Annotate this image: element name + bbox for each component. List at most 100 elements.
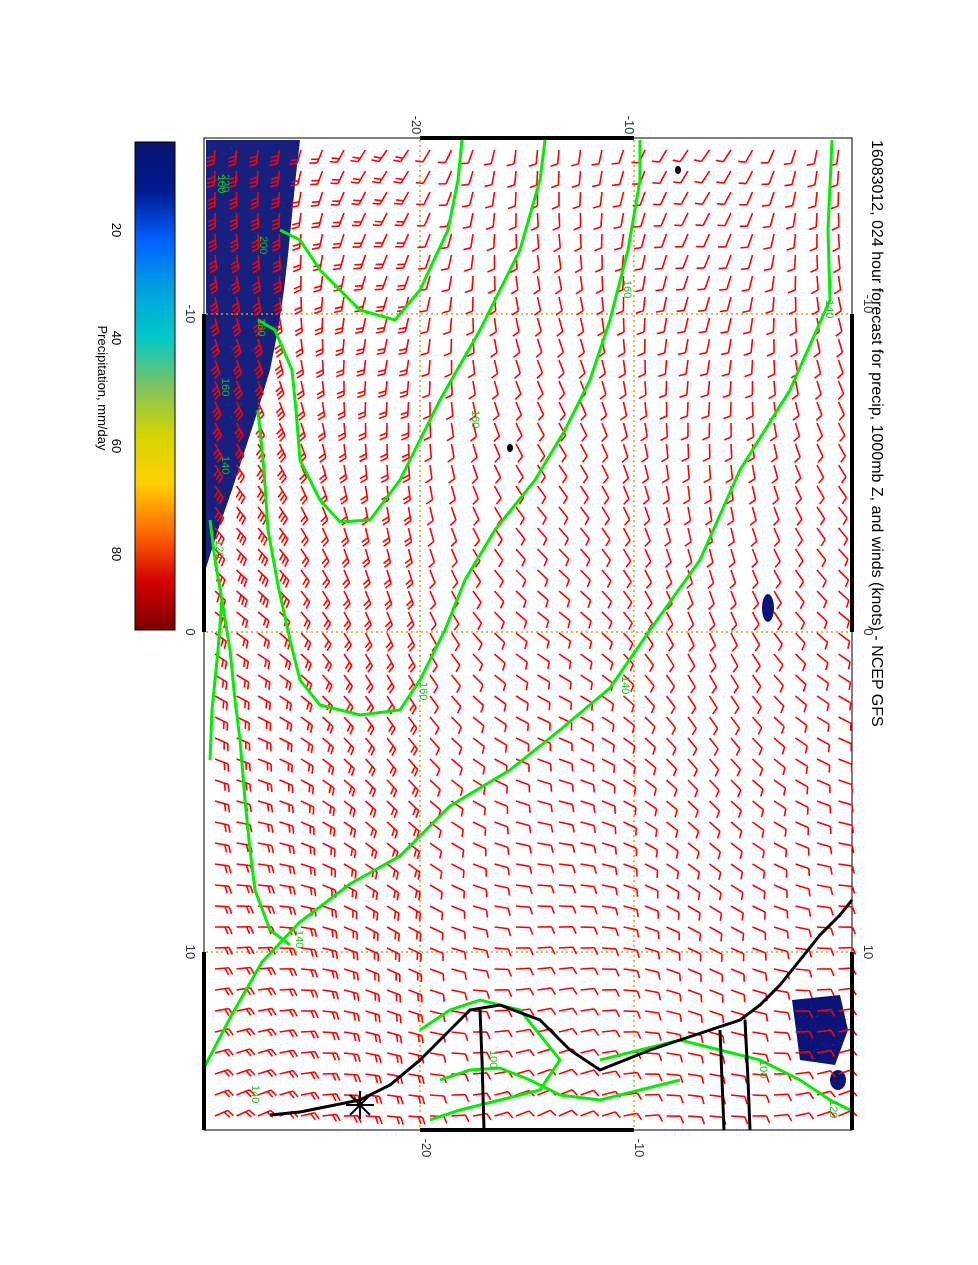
wind-barb-feather (567, 620, 571, 629)
wind-barb-shaft (666, 905, 680, 914)
wind-barb (601, 695, 615, 712)
wind-barb-shaft (708, 569, 715, 584)
wind-barb-feather (223, 783, 226, 791)
wind-barb (816, 632, 829, 650)
wind-barb-feather (550, 1007, 557, 1016)
wind-barb-feather (641, 457, 649, 463)
wind-barb-feather (278, 532, 284, 540)
wind-barb-feather (658, 1114, 664, 1122)
wind-barb-shaft (730, 527, 736, 542)
wind-barb-feather (439, 871, 443, 880)
wind-barb-feather (311, 200, 320, 204)
wind-barb-feather (678, 373, 687, 377)
wind-barb (623, 737, 636, 754)
wind-barb-shaft (752, 926, 766, 934)
wind-barb-shaft (449, 317, 453, 333)
wind-barb (730, 884, 744, 901)
wind-barb-feather (769, 436, 777, 442)
wind-barb-shaft (623, 863, 637, 870)
wind-barb (622, 590, 633, 610)
wind-barb-feather (274, 310, 282, 316)
wind-barb (300, 737, 314, 754)
wind-barb (472, 632, 483, 651)
wind-barb-feather (615, 1070, 621, 1078)
wind-barb-feather (528, 784, 531, 793)
wind-barb-feather (397, 330, 406, 334)
wind-barb-shaft (665, 779, 678, 791)
wind-barb (234, 422, 244, 442)
wind-barb-feather (438, 830, 442, 839)
wind-barb-shaft (515, 1069, 530, 1075)
wind-barb-shaft (343, 989, 358, 995)
wind-barb (739, 212, 754, 228)
wind-barb-shaft (687, 842, 700, 853)
wind-barb (673, 191, 689, 206)
wind-barb-feather (292, 846, 295, 855)
wind-barb (580, 758, 595, 772)
wind-barb-feather (575, 289, 583, 295)
wind-barb (601, 569, 612, 588)
wind-barb-shaft (515, 926, 531, 929)
wind-barb-feather (232, 365, 240, 372)
wind-barb (816, 1049, 836, 1058)
wind-barb (537, 674, 551, 690)
wind-barb-shaft (320, 296, 324, 312)
wind-barb-feather (797, 539, 804, 547)
wind-barb (515, 737, 530, 752)
wind-barb-shaft (214, 338, 220, 353)
wind-barb (785, 191, 797, 208)
wind-barb-shaft (343, 758, 355, 770)
wind-barb-shaft (794, 695, 807, 706)
wind-barb-shaft (429, 611, 437, 625)
wind-barb-feather (324, 581, 331, 589)
wind-barb-shaft (386, 632, 394, 647)
wind-barb-feather (528, 1069, 535, 1077)
wind-barb (236, 925, 255, 935)
wind-barb-shaft (601, 1070, 616, 1075)
wind-barb-shaft (623, 779, 636, 788)
wind-barb-shaft (746, 191, 754, 206)
wind-barb-shaft (321, 506, 329, 521)
wind-barb-shaft (708, 779, 720, 791)
wind-barb (773, 695, 785, 714)
wind-barb-shaft (472, 611, 483, 624)
wind-barb-shaft (399, 149, 410, 163)
wind-barb-shaft (751, 632, 761, 646)
wind-barb-feather (297, 394, 305, 400)
wind-barb (573, 233, 582, 253)
wind-barb-shaft (364, 737, 376, 750)
wind-barb-shaft (558, 758, 573, 765)
wind-barb (422, 401, 431, 420)
wind-barb (515, 443, 524, 463)
wind-barb-shaft (279, 695, 292, 705)
wind-barb-shaft (623, 989, 638, 992)
wind-barb-feather (354, 263, 363, 266)
wind-barb-shaft (601, 695, 614, 705)
wind-barb (580, 821, 596, 834)
wind-barb-shaft (666, 968, 680, 975)
wind-barb-shaft (687, 548, 693, 563)
wind-barb-feather (375, 330, 384, 334)
wind-barb-feather (656, 870, 659, 878)
wind-barb-shaft (429, 1073, 444, 1077)
wind-barb-feather (593, 988, 599, 996)
wind-barb-feather (226, 743, 229, 752)
wind-barb-feather (593, 967, 599, 976)
wind-barb (673, 170, 689, 184)
wind-barb-feather (758, 747, 763, 756)
wind-barb-feather (738, 830, 743, 839)
wind-barb-shaft (558, 527, 569, 540)
wind-barb-feather (225, 682, 228, 690)
wind-barb (687, 674, 696, 694)
wind-barb-feather (421, 1076, 425, 1085)
wind-barb (408, 1094, 426, 1105)
wind-barb (580, 842, 597, 854)
wind-barb-shaft (816, 947, 832, 950)
wind-barb-feather (626, 581, 632, 589)
wind-barb-feather (312, 807, 315, 815)
wind-barb (451, 989, 468, 1001)
wind-barb (451, 947, 467, 960)
wind-barb (317, 401, 326, 421)
wind-barb (837, 443, 847, 463)
wind-barb-shaft (816, 590, 828, 602)
